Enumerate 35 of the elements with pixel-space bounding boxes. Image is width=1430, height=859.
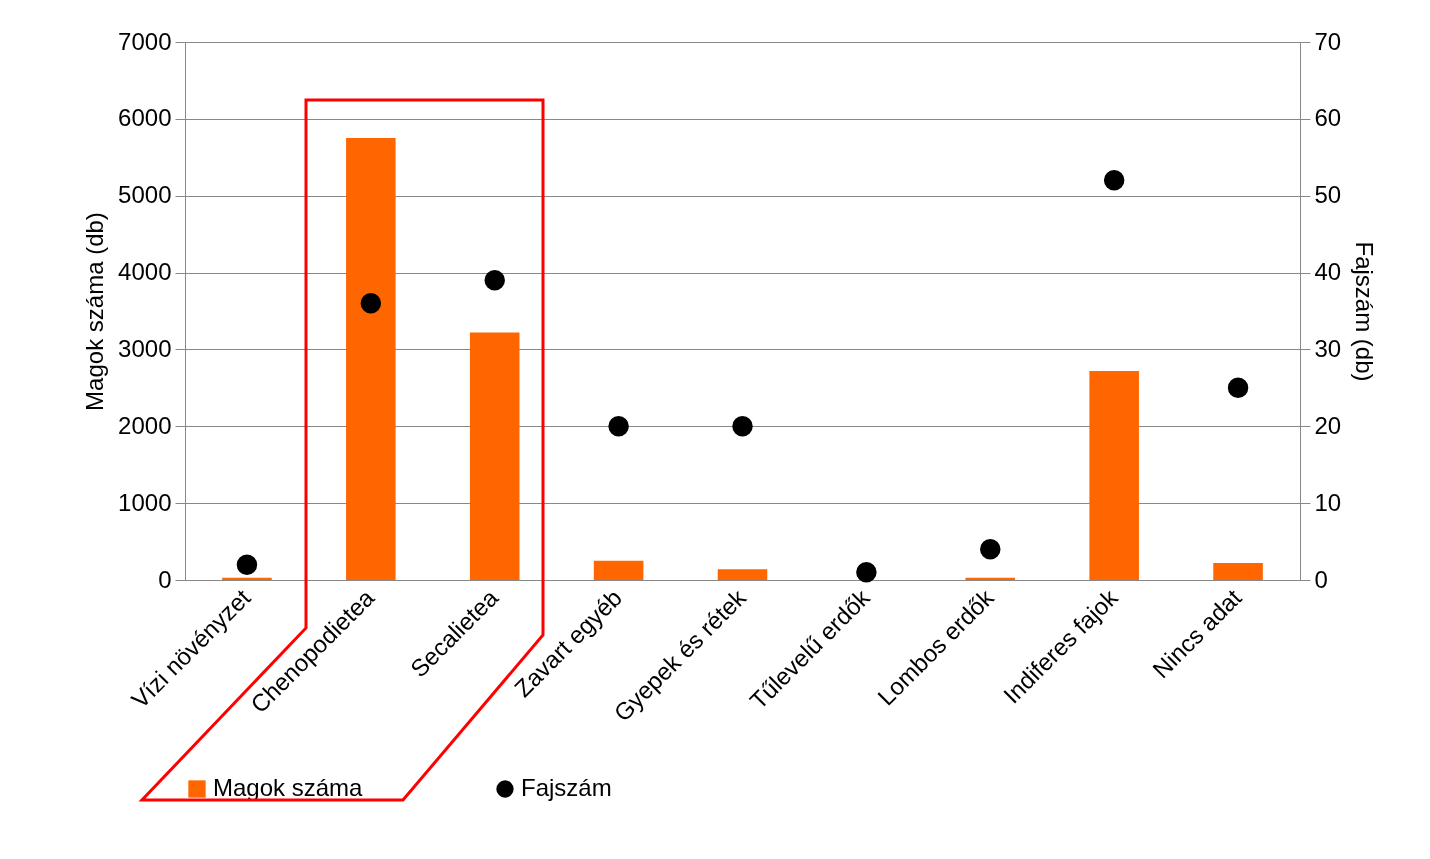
y-tick-label: 5000 [118, 181, 172, 209]
bar [1089, 370, 1139, 580]
y2-tick-label: 0 [1314, 565, 1328, 593]
point [608, 416, 629, 437]
point [1227, 377, 1249, 399]
y-tick-label: 6000 [118, 104, 172, 132]
bar [469, 332, 520, 580]
y2-tick-label: 40 [1314, 258, 1342, 286]
y-tick-label: 4000 [118, 258, 172, 286]
legend-label: Fajszám [521, 774, 612, 801]
y-tick-label: 0 [158, 565, 172, 593]
point [856, 562, 877, 583]
y2-tick-label: 50 [1314, 181, 1342, 209]
y-tick-label: 3000 [118, 334, 172, 362]
point [1103, 170, 1125, 191]
y2-tick-label: 10 [1314, 488, 1342, 516]
bar [346, 138, 396, 580]
point [236, 554, 258, 575]
legend-label: Magok száma [213, 774, 364, 801]
bar [593, 560, 644, 580]
y2-tick-label: 60 [1314, 104, 1342, 132]
point [980, 539, 1001, 560]
y2-tick-label: 20 [1314, 411, 1342, 439]
point [484, 270, 505, 291]
y2-tick-label: 70 [1314, 27, 1342, 55]
y-axis-title: Magok száma (db) [81, 212, 109, 411]
bar [1213, 563, 1263, 580]
y-tick-label: 1000 [118, 488, 172, 516]
bar [717, 569, 768, 580]
y-tick-label: 7000 [118, 27, 172, 55]
y2-tick-label: 30 [1314, 334, 1342, 362]
point [360, 293, 382, 314]
point [732, 416, 753, 437]
y-tick-label: 2000 [118, 411, 172, 439]
y2-axis-title: Fajszám (db) [1351, 241, 1379, 382]
